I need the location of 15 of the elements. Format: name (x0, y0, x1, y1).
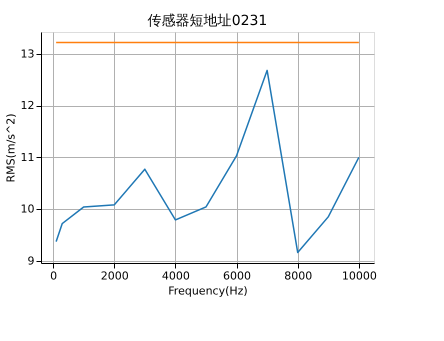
y-axis-title: RMS(m/s^2) (4, 113, 18, 183)
x-tick-label: 4000 (162, 270, 190, 282)
x-axis-title: Frequency(Hz) (168, 284, 248, 298)
line-series (55, 70, 360, 254)
y-tick-label: 13 (20, 47, 34, 60)
x-tick-label: 2000 (100, 270, 129, 282)
x-tick-label: 8000 (284, 270, 312, 282)
y-tick-label: 12 (20, 99, 34, 112)
x-tick-label: 6000 (223, 270, 252, 282)
x-tick-label: 10000 (342, 270, 377, 282)
x-tick-label: 0 (50, 270, 58, 282)
chart-title: 传感器短地址0231 (148, 13, 268, 29)
y-tick-label: 10 (20, 202, 34, 216)
y-tick-label: 9 (28, 254, 34, 268)
y-tick-label: 11 (20, 150, 34, 164)
